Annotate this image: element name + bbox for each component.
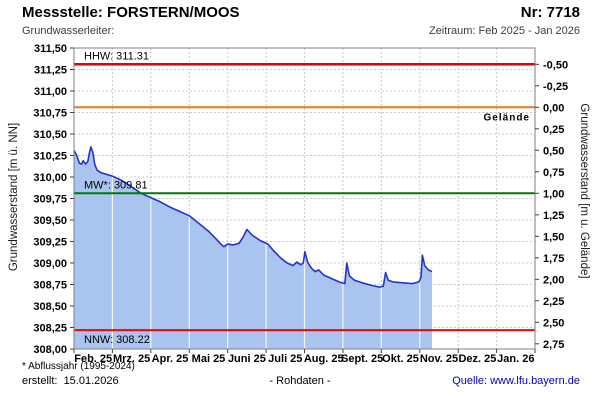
svg-text:Aug. 25: Aug. 25 [304,353,344,365]
source-link[interactable]: Quelle: www.lfu.bayern.de [452,375,580,387]
station-number: Nr: 7718 [520,4,580,21]
y-right-axis-title: Grundwasserstand [m u. Gelände] [578,103,590,279]
svg-text:0,75: 0,75 [543,167,564,179]
x-tick-labels: Feb. 25 Mrz. 25 Apr. 25 Mai 25 Juni 25 Juli 2… [74,353,534,365]
svg-text:310,00: 310,00 [33,172,67,184]
svg-text:309,50: 309,50 [33,215,67,227]
axis-ticks [70,47,539,353]
svg-text:2,25: 2,25 [543,296,564,308]
svg-text:310,50: 310,50 [33,129,67,141]
svg-text:Dez. 25: Dez. 25 [458,353,496,365]
svg-text:1,25: 1,25 [543,210,564,222]
svg-text:Okt. 25: Okt. 25 [382,353,419,365]
svg-text:309,00: 309,00 [33,258,67,270]
svg-text:-0,50: -0,50 [543,59,568,71]
page-title: Messstelle: FORSTERN/MOOS [22,4,240,21]
svg-text:Apr. 25: Apr. 25 [152,353,189,365]
series-line [73,146,433,288]
refline-label-gelaende: Gelände [484,112,530,123]
svg-text:308,00: 308,00 [33,344,67,356]
svg-text:1,75: 1,75 [543,253,564,265]
svg-text:1,00: 1,00 [543,188,564,200]
svg-text:2,50: 2,50 [543,317,564,329]
svg-text:309,75: 309,75 [33,194,67,206]
svg-text:-0,25: -0,25 [543,81,568,93]
svg-text:Mai 25: Mai 25 [192,353,226,365]
refline-label-hhw: HHW: 311.31 [84,50,149,62]
svg-text:310,75: 310,75 [33,108,67,120]
svg-text:310,25: 310,25 [33,151,67,163]
svg-text:311,50: 311,50 [34,43,67,55]
svg-text:308,75: 308,75 [33,280,67,292]
footnote-abflussjahr: * Abflussjahr (1995-2024) [22,361,135,372]
svg-text:Juli 25: Juli 25 [268,353,302,365]
refline-label-mw: MW*: 309.81 [84,179,148,191]
svg-text:308,25: 308,25 [33,323,67,335]
svg-text:0,00: 0,00 [543,102,564,114]
svg-text:309,25: 309,25 [33,237,67,249]
svg-text:Juni 25: Juni 25 [228,353,266,365]
svg-text:2,75: 2,75 [543,339,564,351]
y-left-axis-title: Grundwasserstand [m ü. NN] [8,122,20,272]
svg-text:311,00: 311,00 [34,86,67,98]
svg-text:Sept. 25: Sept. 25 [341,353,383,365]
svg-text:311,25: 311,25 [34,65,67,77]
svg-text:Jan. 26: Jan. 26 [497,353,534,365]
svg-text:0,25: 0,25 [543,124,564,136]
svg-text:Mrz. 25: Mrz. 25 [113,353,150,365]
y-left-tick-labels: 311,50 311,25 311,00 310,75 310,50 310,25 310,… [33,43,67,356]
created-date: erstellt: 15.01.2026 [22,375,119,387]
svg-text:1,50: 1,50 [543,231,564,243]
y-right-tick-labels: -0,50 -0,25 0,00 0,25 0,50 0,75 1,00 1,25 1,50 1,… [543,59,568,351]
refline-label-nnw: NNW: 308.22 [84,334,150,346]
aquifer-label: Grundwasserleiter: [22,25,115,37]
svg-text:2,00: 2,00 [543,274,564,286]
svg-text:308,50: 308,50 [33,301,67,313]
period-label: Zeitraum: Feb 2025 - Jan 2026 [428,25,580,37]
rohdaten-label: - Rohdaten - [269,375,331,387]
svg-text:0,50: 0,50 [543,145,564,157]
svg-text:Feb. 25: Feb. 25 [74,353,112,365]
svg-text:Nov. 25: Nov. 25 [420,353,458,365]
